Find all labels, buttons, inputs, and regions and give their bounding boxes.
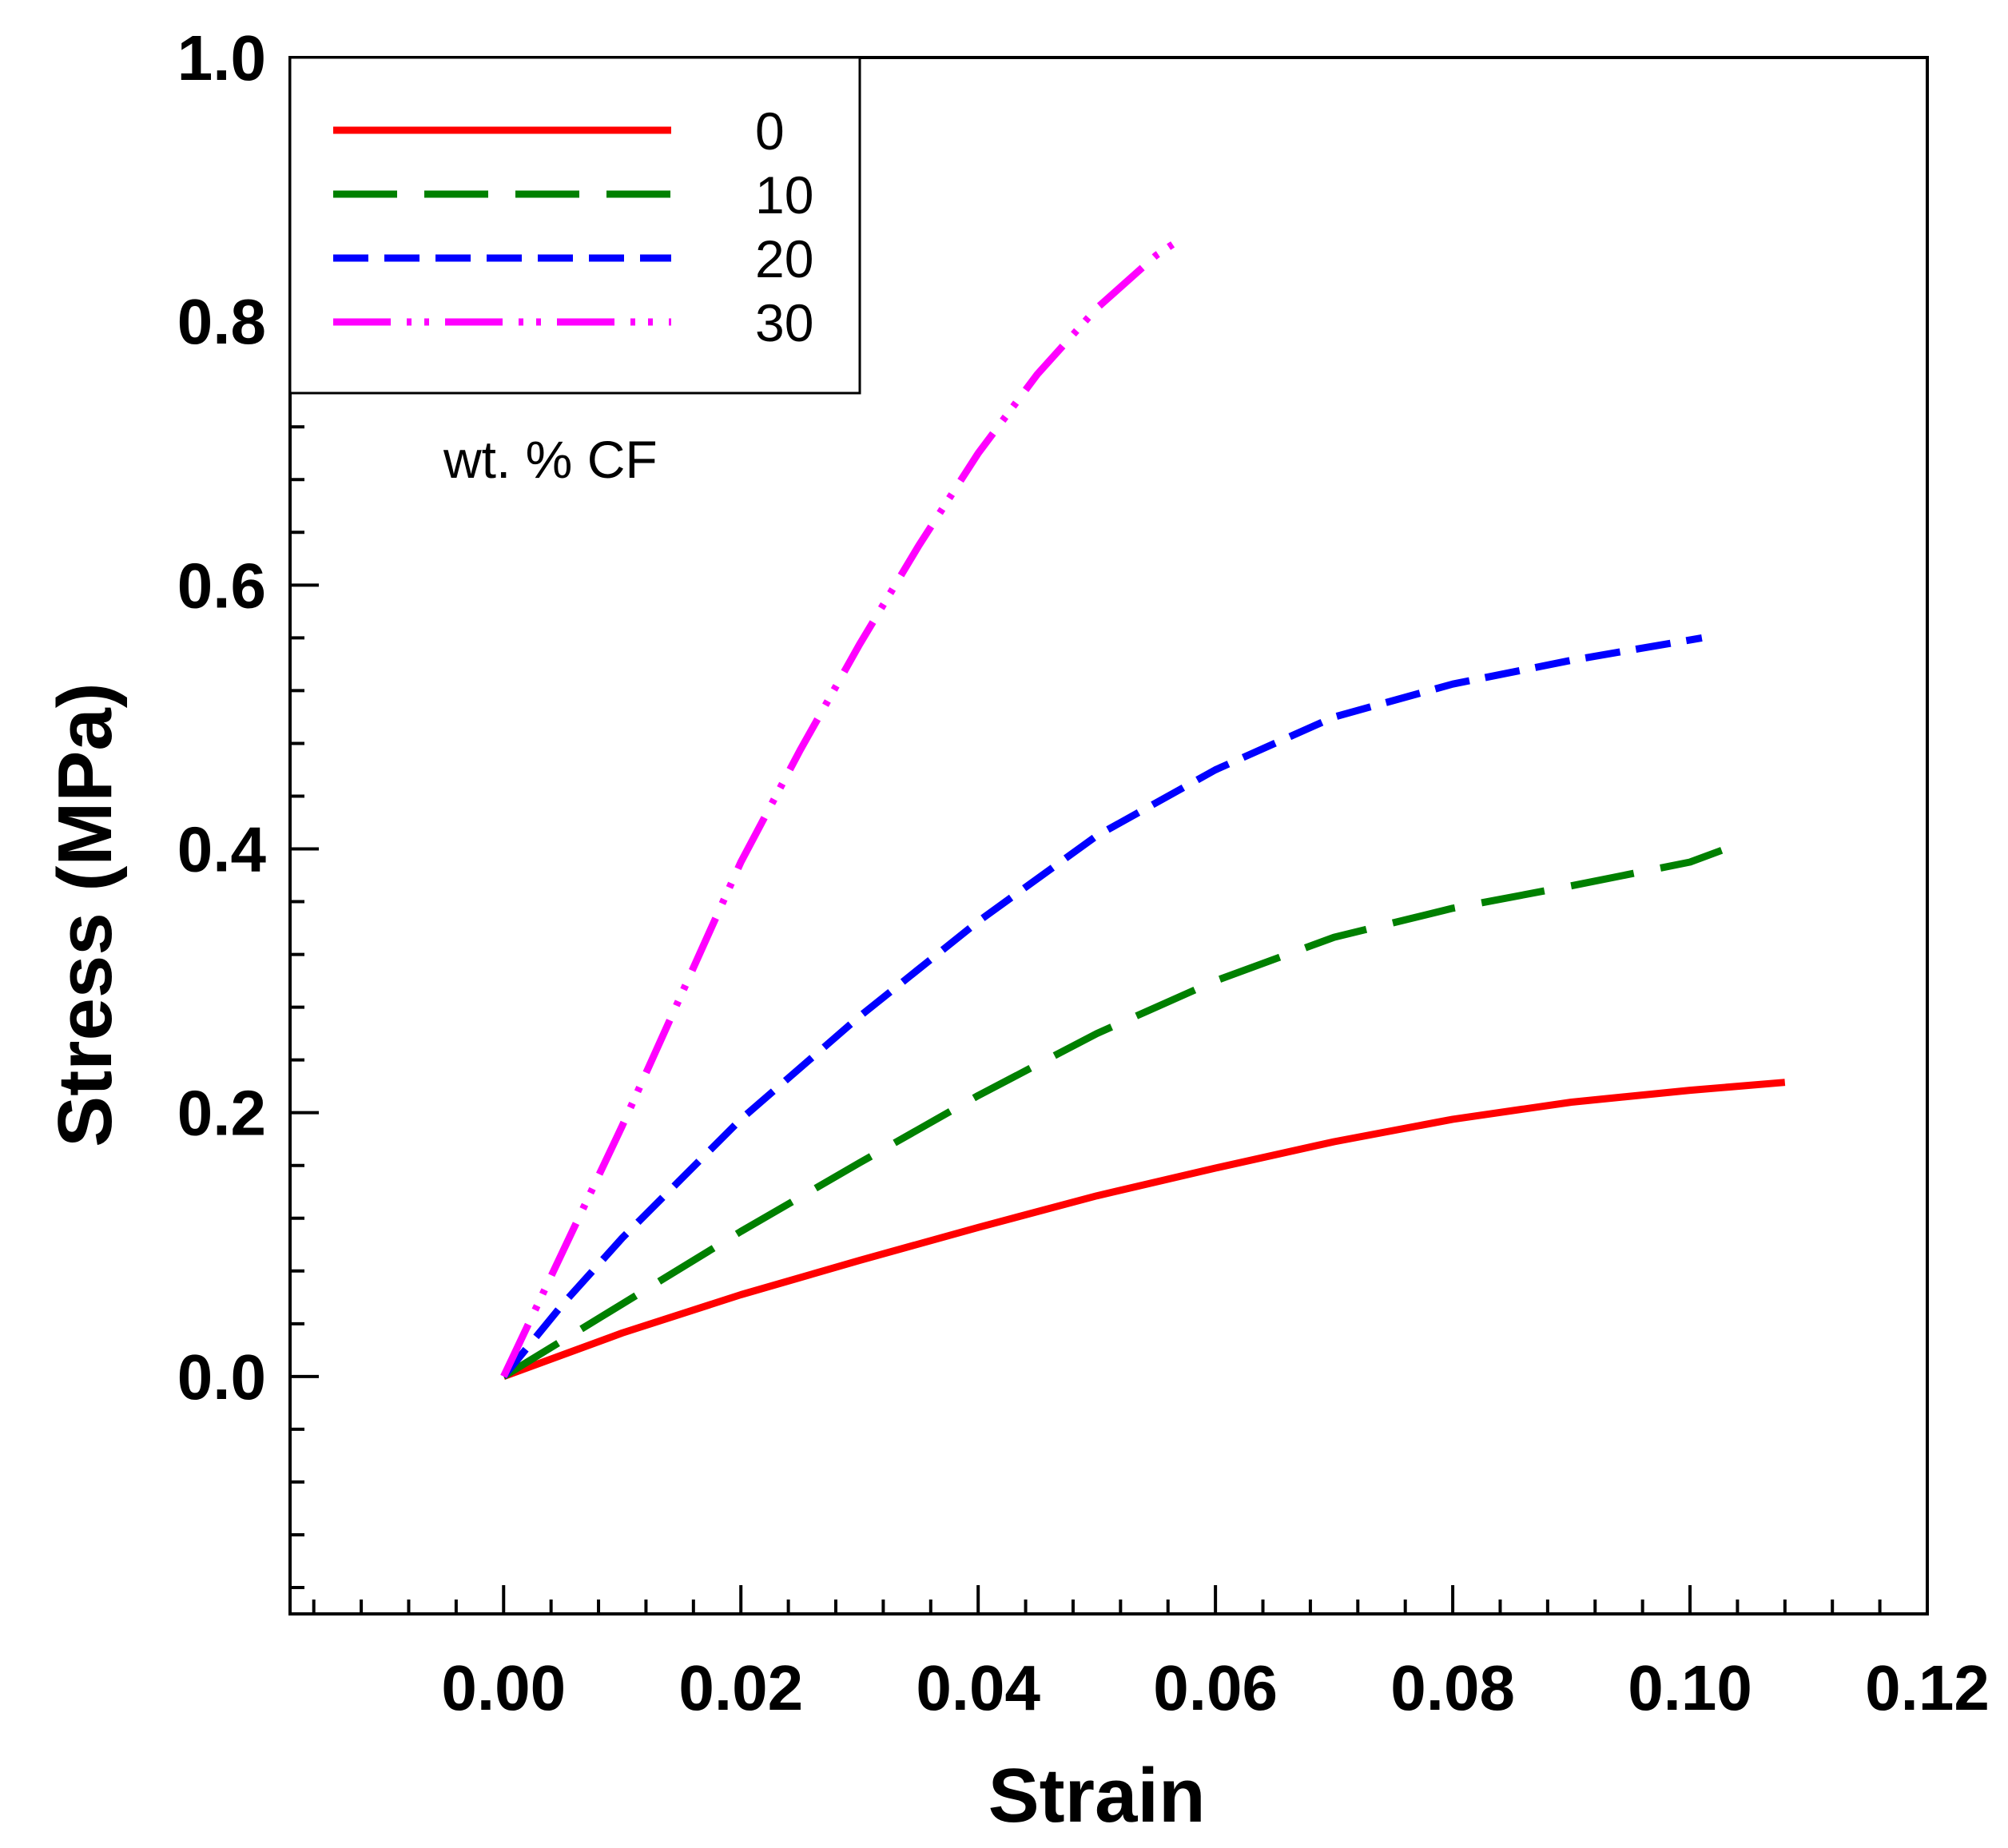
x-tick-label: 0.04: [916, 1652, 1040, 1723]
y-tick-label: 0.8: [177, 286, 266, 357]
y-tick-label: 1.0: [177, 22, 266, 93]
legend-label-10: 10: [755, 165, 813, 225]
x-tick-labels: 0.00 0.02 0.04 0.06 0.08 0.10 0.12: [441, 1652, 1989, 1723]
x-tick-label: 0.10: [1628, 1652, 1752, 1723]
series-line-0: [502, 1079, 1786, 1381]
x-tick-label: 0.08: [1390, 1652, 1515, 1723]
legend-label-20: 20: [755, 229, 813, 288]
y-tick-labels: 0.0 0.2 0.4 0.6 0.8 1.0: [177, 22, 267, 1413]
x-tick-label: 0.02: [678, 1652, 803, 1723]
legend-title: wt. % CF: [443, 430, 658, 489]
plot-frame: [288, 56, 1929, 1616]
x-axis-title: Strain: [988, 1753, 1206, 1838]
y-axis-title: Stress (MPa): [42, 682, 128, 1147]
x-tick-label: 0.00: [441, 1652, 566, 1723]
series-line-10: [501, 845, 1728, 1380]
y-tick-label: 0.2: [177, 1078, 266, 1149]
legend-label-0: 0: [755, 101, 785, 161]
series-line-20: [500, 634, 1703, 1379]
y-tick-label: 0.6: [177, 550, 266, 621]
series-line-30: [500, 232, 1188, 1378]
x-tick-label: 0.06: [1153, 1652, 1278, 1723]
data-series: [500, 232, 1786, 1381]
x-tick-label: 0.12: [1865, 1652, 1990, 1723]
legend-box: [288, 56, 861, 395]
y-tick-label: 0.0: [177, 1341, 266, 1413]
y-tick-label: 0.4: [177, 814, 267, 885]
legend-label-30: 30: [755, 293, 813, 352]
